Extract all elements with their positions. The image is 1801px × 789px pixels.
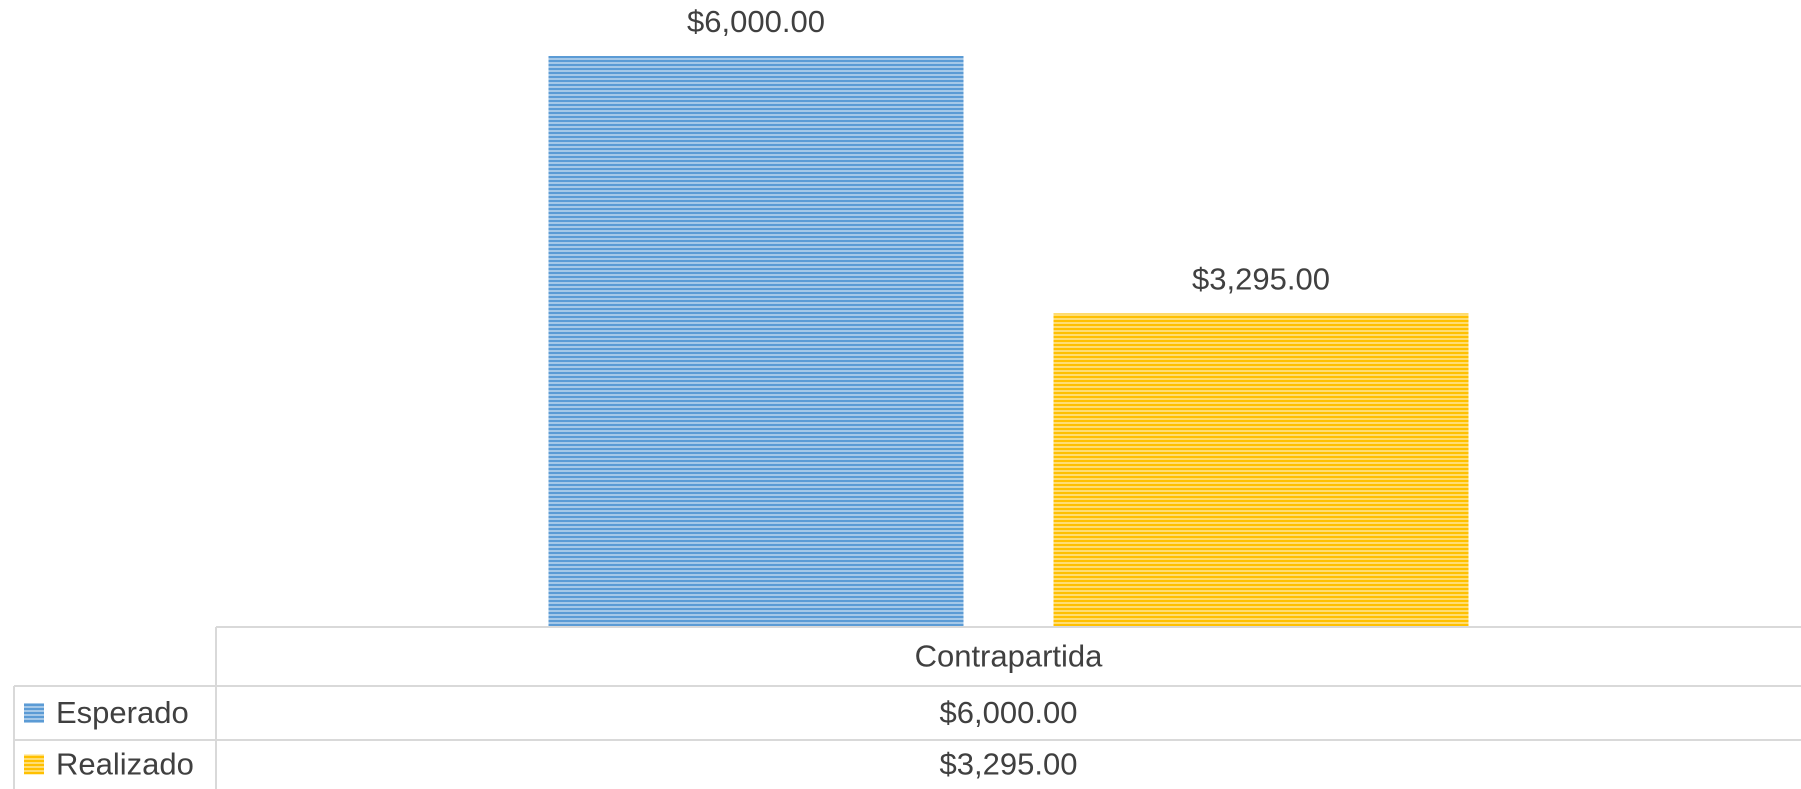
legend-key — [24, 754, 44, 775]
data-label: $6,000.00 — [687, 4, 825, 39]
table-cell: $6,000.00 — [940, 695, 1078, 730]
legend-key — [24, 703, 44, 723]
table-header: Contrapartida — [915, 639, 1104, 674]
legend-label: Esperado — [56, 695, 189, 730]
table-cell: $3,295.00 — [940, 747, 1078, 782]
bar — [548, 56, 964, 627]
legend-label: Realizado — [56, 747, 194, 782]
bar — [1053, 313, 1469, 627]
data-label: $3,295.00 — [1192, 262, 1330, 297]
